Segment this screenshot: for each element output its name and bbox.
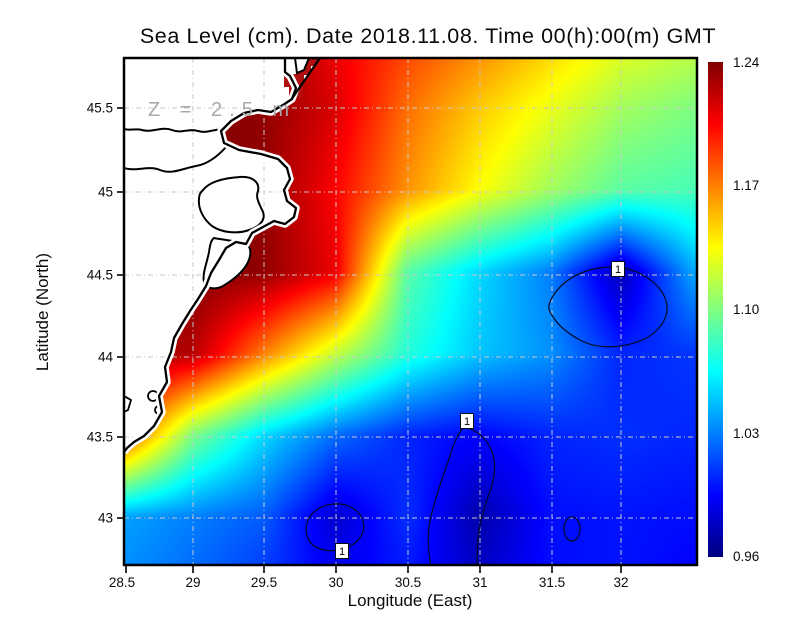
contour-label-1: 1 xyxy=(615,264,621,276)
chart-title: Sea Level (cm). Date 2018.11.08. Time 00… xyxy=(140,24,716,48)
colorbar-label-1-24: 1.24 xyxy=(733,55,760,70)
danube-river-lines xyxy=(124,127,227,173)
y-tick-45: 45 xyxy=(98,185,113,200)
colorbar-gradient xyxy=(708,62,723,557)
contour-eddy-south xyxy=(427,426,496,565)
x-tick-28-5: 28.5 xyxy=(109,575,135,590)
y-tick-44-5: 44.5 xyxy=(87,268,113,283)
y-tick-marks xyxy=(117,107,124,519)
x-tick-29-5: 29.5 xyxy=(251,575,277,590)
y-tick-43: 43 xyxy=(98,511,113,526)
colorbar-label-1-17: 1.17 xyxy=(733,178,759,193)
x-tick-30: 30 xyxy=(328,575,343,590)
colorbar: 1.24 1.17 1.10 1.03 0.96 xyxy=(708,55,760,564)
depth-annotation: Z = 2.5 m xyxy=(148,99,296,121)
y-tick-45-5: 45.5 xyxy=(87,101,113,116)
contour-label-2: 1 xyxy=(464,416,470,428)
contour-labels: 1 1 1 xyxy=(335,261,625,559)
x-tick-marks xyxy=(125,565,622,573)
colorbar-label-0-96: 0.96 xyxy=(733,549,759,564)
contour-lines xyxy=(305,266,668,565)
x-tick-29: 29 xyxy=(185,575,200,590)
x-tick-31: 31 xyxy=(472,575,487,590)
contour-eddy-east xyxy=(548,266,668,348)
y-axis-title: Latitude (North) xyxy=(33,253,52,371)
x-tick-30-5: 30.5 xyxy=(395,575,421,590)
x-tick-32: 32 xyxy=(613,575,628,590)
contour-label-3: 1 xyxy=(339,546,345,558)
delta-spit-notch xyxy=(293,58,311,75)
delta-front-line xyxy=(290,58,321,101)
x-axis-title: Longitude (East) xyxy=(348,591,473,610)
contour-eddy-tiny xyxy=(563,516,581,542)
plot-border xyxy=(122,56,699,567)
coastline xyxy=(124,58,298,453)
colorbar-label-1-10: 1.10 xyxy=(733,302,759,317)
contour-eddy-southwest xyxy=(305,503,365,552)
colorbar-label-1-03: 1.03 xyxy=(733,426,759,441)
gridlines xyxy=(124,58,697,565)
x-tick-31-5: 31.5 xyxy=(539,575,565,590)
y-tick-44: 44 xyxy=(98,350,114,365)
y-tick-43-5: 43.5 xyxy=(87,430,113,445)
